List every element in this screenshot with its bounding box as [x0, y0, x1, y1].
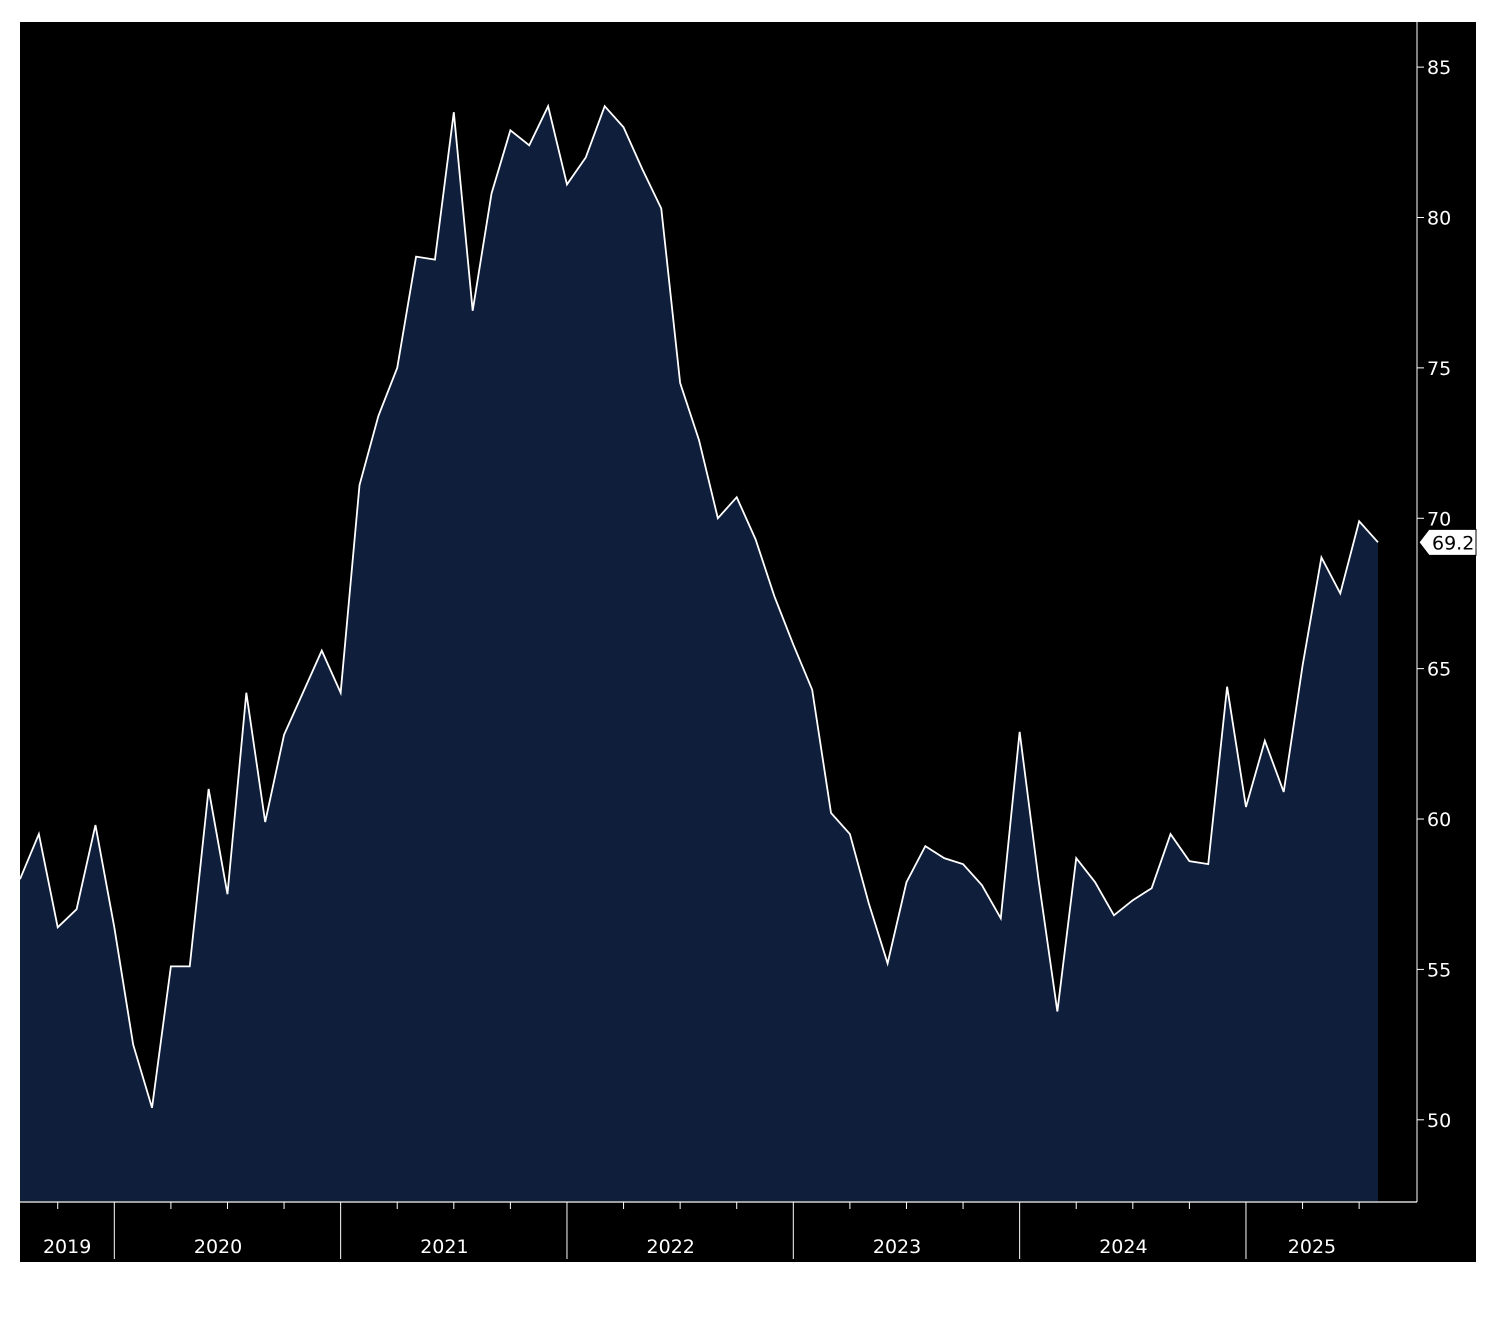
last-value-label: 69.2 — [1432, 532, 1474, 554]
x-year-label: 2024 — [1099, 1236, 1147, 1258]
y-tick-label: 50 — [1427, 1110, 1451, 1132]
y-tick-label: 75 — [1427, 358, 1451, 380]
x-year-label: 2020 — [194, 1236, 242, 1258]
x-year-label: 2021 — [420, 1236, 468, 1258]
x-year-label: 2025 — [1288, 1236, 1336, 1258]
x-year-label: 2023 — [873, 1236, 921, 1258]
series-line — [19, 103, 1379, 1109]
y-tick-label: 65 — [1427, 659, 1451, 681]
area-fill — [20, 106, 1378, 1202]
x-axis: 2019 2020 2021 2022 2023 2024 2025 — [20, 1201, 1417, 1259]
x-year-label: 2019 — [43, 1236, 91, 1258]
chart-footer: NAPMNPRC Index (ISM Services PMI Report … — [24, 1266, 1498, 1285]
last-value-marker: 69.2 — [1418, 528, 1477, 556]
y-tick-label: 70 — [1427, 508, 1451, 530]
y-tick-label: 80 — [1427, 207, 1451, 229]
x-year-label: 2022 — [647, 1236, 695, 1258]
y-axis: 50 55 60 65 70 75 80 85 — [1416, 22, 1451, 1202]
last-value-flag — [1418, 528, 1477, 556]
area-layer — [19, 103, 1379, 1202]
y-tick-label: 85 — [1427, 57, 1451, 79]
y-tick-label: 55 — [1427, 959, 1451, 981]
y-tick-label: 60 — [1427, 809, 1451, 831]
